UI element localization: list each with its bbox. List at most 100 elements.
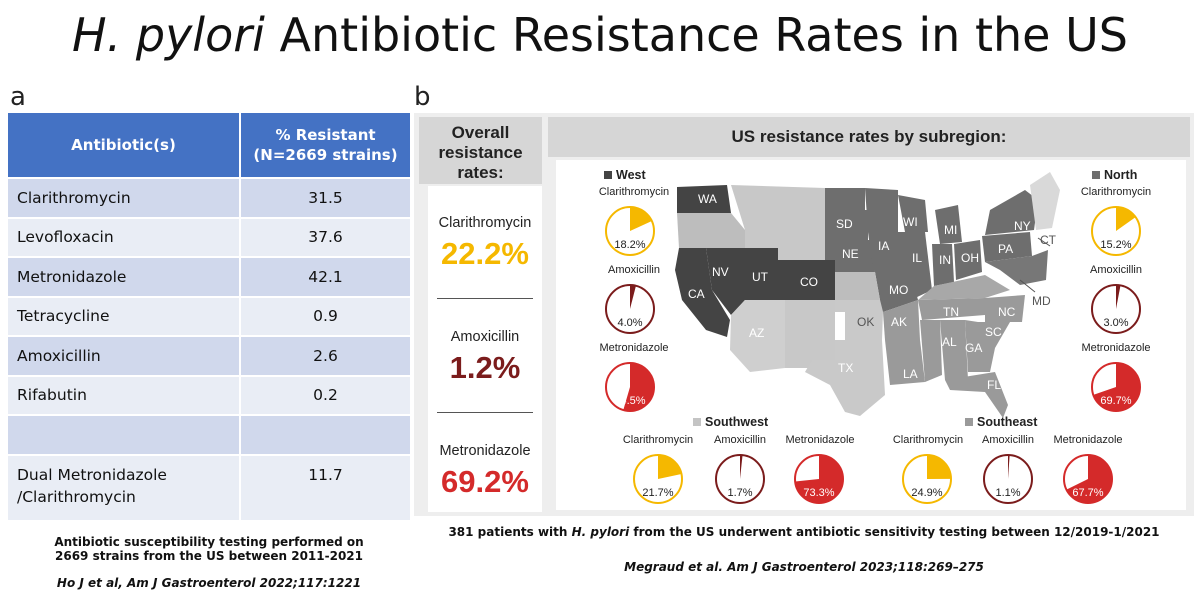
pie-title: Metronidazole [785, 434, 855, 446]
state-label: MI [944, 223, 957, 237]
pie-southeast-clarithromycin: 24.9% [902, 454, 952, 504]
table-row: Amoxicillin 2.6 [8, 335, 410, 376]
state-label: NC [998, 305, 1016, 319]
state-ne [825, 240, 875, 272]
footnote-a-line2: 2669 strains from the US between 2011-20… [55, 549, 363, 563]
state-label: CT [1040, 233, 1057, 247]
pie-value-label: 67.7% [1072, 487, 1103, 499]
state-ga [965, 320, 995, 372]
state-mn [865, 188, 898, 232]
state-in [932, 244, 954, 286]
state-label: CA [688, 287, 705, 301]
us-map: WA CA NV UT CO AZ SD NE IA WI MI IL IN O… [675, 172, 1060, 418]
region-name: North [1104, 168, 1138, 182]
pie-title: Clarithromycin [622, 434, 694, 446]
overall-heading-line1: Overall [451, 123, 510, 142]
state-label: WI [903, 215, 918, 229]
row-value: 2.6 [240, 335, 410, 376]
state-label: PA [998, 242, 1013, 256]
pie-value-label: 15.2% [1100, 239, 1131, 251]
region-swatch [965, 418, 973, 426]
state-tn [918, 298, 985, 320]
state-ia [868, 232, 908, 262]
state-ok [835, 300, 883, 340]
state-ut [745, 248, 785, 300]
table-row: Levofloxacin 37.6 [8, 216, 410, 257]
row-name: Amoxicillin [8, 335, 241, 376]
row-name: Tetracycline [8, 295, 241, 336]
region-swatch [604, 171, 612, 179]
footnote-b-post: from the US underwent antibiotic sensiti… [629, 525, 1160, 539]
table-row-empty [8, 414, 410, 455]
table-row: Clarithromycin 31.5 [8, 177, 410, 218]
citation-a: Ho J et al, Am J Gastroenterol 2022;117:… [56, 576, 362, 590]
row-value: 31.5 [240, 177, 410, 218]
header-resistant: % Resistant (N=2669 strains) [240, 113, 410, 178]
pie-west-amoxicillin: 4.0% [605, 284, 655, 334]
pie-slice [658, 455, 682, 479]
state-co [785, 260, 835, 300]
pie-slice [1093, 363, 1140, 411]
table-row: Metronidazole 42.1 [8, 256, 410, 297]
row-value: 0.2 [240, 374, 410, 415]
state-oh [954, 240, 982, 280]
row-name: Dual Metronidazole/Clarithromycin [8, 453, 241, 520]
state-ms [920, 320, 942, 382]
row-value: 37.6 [240, 216, 410, 257]
overall-heading-line2: resistance [438, 143, 523, 162]
pie-title: Clarithromycin [892, 434, 964, 446]
pie-west-metronidazole: 54.5% [605, 362, 655, 412]
state-label: NE [842, 247, 859, 261]
overall-column: Clarithromycin 22.2% Amoxicillin 1.2% Me… [428, 186, 542, 512]
page-title: H. pylori Antibiotic Resistance Rates in… [0, 8, 1200, 62]
state-la [885, 340, 925, 385]
row-name: Levofloxacin [8, 216, 241, 257]
pie-value-label: 4.0% [617, 317, 642, 329]
row-value: 0.9 [240, 295, 410, 336]
overall-metronidazole-value: 69.2% [441, 464, 529, 499]
state-ne-states [1030, 172, 1060, 230]
pie-slice [1116, 207, 1136, 231]
header-resistant-line1: % Resistant [275, 126, 376, 144]
footnote-a-line1: Antibiotic susceptibility testing perfor… [54, 535, 364, 549]
overall-clarithromycin-value: 22.2% [441, 236, 529, 271]
subregion-heading: US resistance rates by subregion: [548, 117, 1190, 157]
pie-title: Amoxicillin [608, 264, 660, 276]
state-label: SD [836, 217, 853, 231]
pie-value-label: 54.5% [614, 395, 645, 407]
state-az [730, 300, 785, 372]
pie-value-label: 24.9% [911, 487, 942, 499]
citation-b: Megraud et al. Am J Gastroenterol 2023;1… [624, 560, 984, 574]
state-label: AL [942, 335, 957, 349]
state-mo [872, 262, 918, 312]
pie-slice [630, 285, 636, 309]
header-resistant-line2: (N=2669 strains) [253, 146, 398, 164]
state-sd [825, 210, 868, 240]
pie-slice [795, 455, 843, 503]
state-ca [675, 248, 730, 337]
state-label: NY [1014, 219, 1031, 233]
region-swatch [1092, 171, 1100, 179]
state-ar [883, 300, 920, 340]
pie-north-metronidazole: 69.7% [1091, 362, 1141, 412]
state-al [940, 320, 968, 380]
pie-slice [1116, 285, 1121, 309]
pie-north-amoxicillin: 3.0% [1091, 284, 1141, 334]
pie-value-label: 1.7% [727, 487, 752, 499]
pie-slice [1008, 455, 1010, 479]
pie-title: Amoxicillin [1090, 264, 1142, 276]
region-name: Southwest [705, 415, 769, 429]
pie-title: Amoxicillin [714, 434, 766, 446]
resistance-table: Antibiotic(s) % Resistant (N=2669 strains… [8, 113, 410, 520]
pie-value-label: 1.1% [995, 487, 1020, 499]
state-label: OH [961, 251, 979, 265]
state-wa [677, 185, 731, 213]
state-nv [706, 248, 745, 315]
pie-title: Clarithromycin [1080, 186, 1152, 198]
overall-amoxicillin-value: 1.2% [449, 350, 521, 385]
pie-value-label: 73.3% [803, 487, 834, 499]
pie-southwest-metronidazole: 73.3% [794, 454, 844, 504]
state-label: AK [891, 315, 907, 329]
state-label: IA [878, 239, 889, 253]
pie-southeast-metronidazole: 67.7% [1063, 454, 1113, 504]
